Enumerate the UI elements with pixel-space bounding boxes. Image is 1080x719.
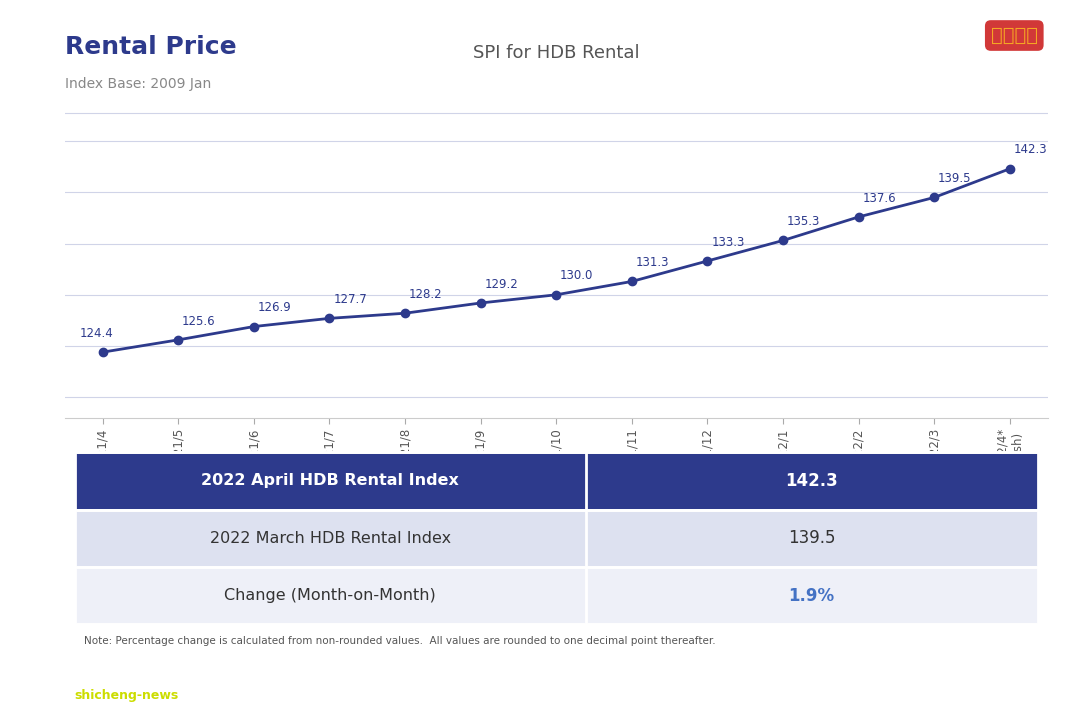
Text: 139.5: 139.5 (937, 172, 972, 186)
Text: 2022 April HDB Rental Index: 2022 April HDB Rental Index (201, 473, 459, 488)
Text: 124.4: 124.4 (80, 327, 113, 340)
FancyBboxPatch shape (75, 567, 1038, 624)
Text: shicheng-news: shicheng-news (75, 689, 179, 702)
Text: 129.2: 129.2 (484, 278, 518, 290)
Text: Index Base: 2009 Jan: Index Base: 2009 Jan (65, 77, 211, 91)
Text: Rental Price: Rental Price (65, 35, 237, 59)
Text: 1.9%: 1.9% (788, 587, 835, 605)
Text: 2022 March HDB Rental Index: 2022 March HDB Rental Index (210, 531, 450, 546)
Text: 142.3: 142.3 (785, 472, 838, 490)
Text: 139.5: 139.5 (788, 529, 836, 547)
Text: 126.9: 126.9 (257, 301, 292, 314)
Text: 128.2: 128.2 (408, 288, 443, 301)
Text: 127.7: 127.7 (333, 293, 367, 306)
Text: 142.3: 142.3 (1014, 144, 1048, 157)
Text: Change (Month-on-Month): Change (Month-on-Month) (225, 588, 436, 603)
Text: Note: Percentage change is calculated from non-rounded values.  All values are r: Note: Percentage change is calculated fr… (84, 636, 716, 646)
Text: 137.6: 137.6 (862, 192, 896, 205)
Text: SPI for HDB Rental: SPI for HDB Rental (473, 44, 639, 62)
Text: 131.3: 131.3 (635, 256, 670, 269)
Text: 130.0: 130.0 (559, 270, 593, 283)
Text: 狮城新闻: 狮城新闻 (990, 26, 1038, 45)
Text: 133.3: 133.3 (712, 236, 744, 249)
FancyBboxPatch shape (75, 452, 1038, 510)
Text: 135.3: 135.3 (786, 215, 820, 228)
Text: 125.6: 125.6 (181, 315, 216, 328)
FancyBboxPatch shape (75, 510, 1038, 567)
